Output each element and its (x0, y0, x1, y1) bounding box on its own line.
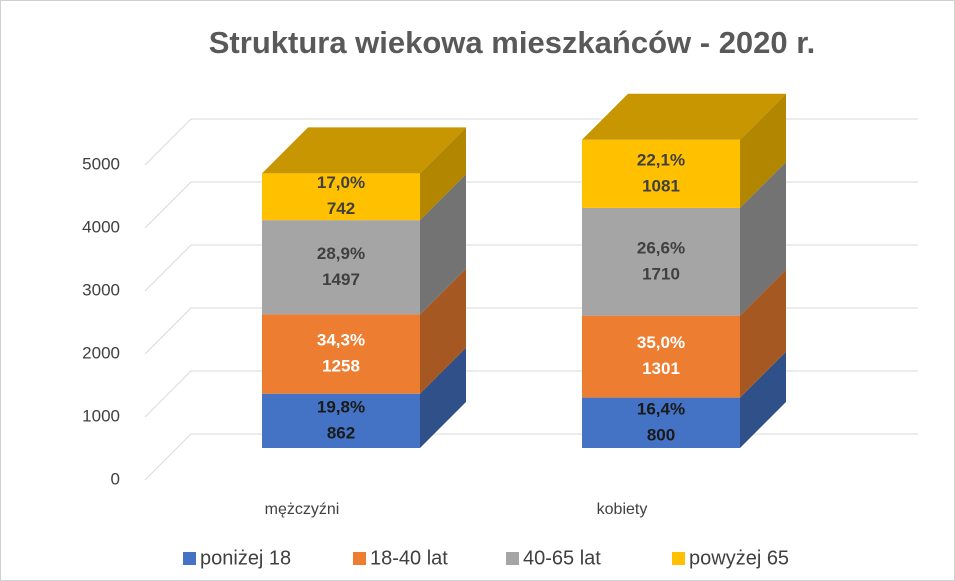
bar-side (420, 268, 466, 394)
y-tick-label: 3000 (82, 280, 120, 299)
value-label: 1497 (322, 270, 360, 289)
value-label: 862 (327, 423, 355, 442)
legend-label: powyżej 65 (689, 547, 789, 569)
bar (582, 139, 740, 208)
y-tick-label: 1000 (82, 406, 120, 425)
value-label: 800 (647, 425, 675, 444)
percent-label: 16,4% (637, 399, 685, 418)
bar-side (420, 127, 466, 221)
x-tick-label: kobiety (597, 501, 648, 518)
value-label: 1301 (642, 359, 680, 378)
legend-swatch (353, 552, 366, 565)
legend-swatch (506, 552, 519, 565)
percent-label: 35,0% (637, 333, 685, 352)
x-tick-label: mężczyźni (265, 501, 340, 518)
y-tick-label: 0 (111, 469, 120, 488)
y-tick-label: 4000 (82, 217, 120, 236)
bar-side (420, 347, 466, 448)
bar (262, 314, 420, 394)
value-label: 1081 (642, 176, 680, 195)
bar (262, 220, 420, 315)
bar-side (740, 351, 786, 448)
bar (582, 397, 740, 448)
bar-top (582, 93, 786, 140)
y-tick-label: 5000 (82, 154, 120, 173)
percent-label: 28,9% (317, 244, 365, 263)
bar-side (740, 269, 786, 398)
bar-top (262, 127, 466, 174)
percent-label: 17,0% (317, 173, 365, 192)
legend-swatch (183, 552, 196, 565)
percent-label: 34,3% (317, 331, 365, 350)
legend-label: 18-40 lat (370, 547, 448, 569)
percent-label: 19,8% (317, 397, 365, 416)
value-label: 742 (327, 199, 355, 218)
value-label: 1710 (642, 264, 680, 283)
percent-label: 22,1% (637, 150, 685, 169)
percent-label: 26,6% (637, 238, 685, 257)
bar (582, 315, 740, 398)
value-label: 1258 (322, 357, 360, 376)
legend-label: 40-65 lat (523, 547, 601, 569)
bar-side (420, 174, 466, 315)
chart-title: Struktura wiekowa mieszkańców - 2020 r. (209, 25, 815, 60)
legend-swatch (672, 552, 685, 565)
bar (582, 207, 740, 316)
bar-side (740, 93, 786, 208)
legend-label: poniżej 18 (200, 547, 291, 569)
bar (262, 393, 420, 448)
y-tick-label: 2000 (82, 343, 120, 362)
bar-side (740, 161, 786, 316)
bar (262, 173, 420, 221)
